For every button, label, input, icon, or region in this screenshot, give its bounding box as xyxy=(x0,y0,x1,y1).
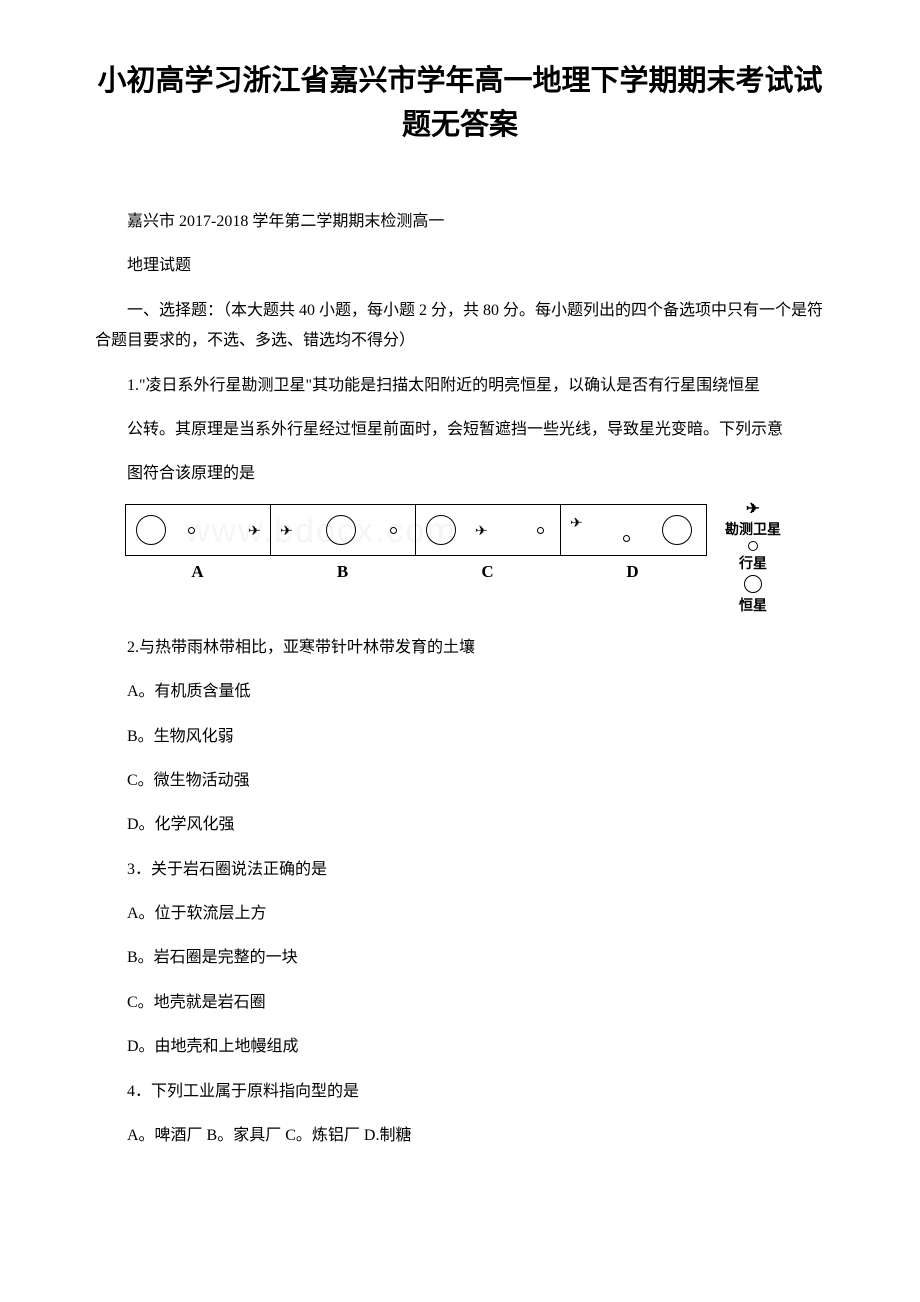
label-b: B xyxy=(270,562,415,582)
q3-option-a: A。位于软流层上方 xyxy=(95,899,825,929)
q3-option-b: B。岩石圈是完整的一块 xyxy=(95,943,825,973)
satellite-icon: ✈ xyxy=(746,500,760,517)
intro-line-2: 地理试题 xyxy=(95,251,825,281)
star-icon xyxy=(136,515,166,545)
panel-c: ✈ xyxy=(416,505,561,555)
planet-icon xyxy=(188,527,195,534)
label-a: A xyxy=(125,562,270,582)
diagram-legend: ✈ 勘测卫星 行星 恒星 xyxy=(725,500,781,615)
q4-stem: 4．下列工业属于原料指向型的是 xyxy=(95,1077,825,1107)
star-icon xyxy=(744,575,762,593)
q2-option-c: C。微生物活动强 xyxy=(95,766,825,796)
q2-option-a: A。有机质含量低 xyxy=(95,677,825,707)
q2-option-d: D。化学风化强 xyxy=(95,810,825,840)
planet-icon xyxy=(748,541,758,551)
q1-diagram: ✈ ✈ ✈ ✈ A B C D xyxy=(125,504,825,615)
panel-b: ✈ xyxy=(271,505,416,555)
q1-line-b: 公转。其原理是当系外行星经过恒星前面时，会短暂遮挡一些光线，导致星光变暗。下列示… xyxy=(95,415,825,445)
legend-satellite: 勘测卫星 xyxy=(725,519,781,539)
panel-a: ✈ xyxy=(126,505,271,555)
intro-line-1: 嘉兴市 2017-2018 学年第二学期期末检测高一 xyxy=(95,207,825,237)
section-1-header: 一、选择题：（本大题共 40 小题，每小题 2 分，共 80 分。每小题列出的四… xyxy=(95,296,825,357)
q4-options: A。啤酒厂 B。家具厂 C。炼铝厂 D.制糖 xyxy=(95,1121,825,1151)
satellite-icon: ✈ xyxy=(280,523,293,539)
q3-option-c: C。地壳就是岩石圈 xyxy=(95,988,825,1018)
q1-line-c: 图符合该原理的是 xyxy=(95,459,825,489)
label-d: D xyxy=(560,562,705,582)
q2-stem: 2.与热带雨林带相比，亚寒带针叶林带发育的土壤 xyxy=(95,633,825,663)
q3-option-d: D。由地壳和上地幔组成 xyxy=(95,1032,825,1062)
diagram-panels: ✈ ✈ ✈ ✈ xyxy=(125,504,707,556)
legend-planet: 行星 xyxy=(739,553,767,573)
q2-option-b: B。生物风化弱 xyxy=(95,722,825,752)
planet-icon xyxy=(623,535,630,542)
satellite-icon: ✈ xyxy=(248,523,261,539)
star-icon xyxy=(326,515,356,545)
panel-d: ✈ xyxy=(561,505,706,555)
star-icon xyxy=(662,515,692,545)
q1-line-a: 1."凌日系外行星勘测卫星"其功能是扫描太阳附近的明亮恒星，以确认是否有行星围绕… xyxy=(95,371,825,401)
satellite-icon: ✈ xyxy=(475,523,488,539)
star-icon xyxy=(426,515,456,545)
q3-stem: 3．关于岩石圈说法正确的是 xyxy=(95,855,825,885)
page-title: 小初高学习浙江省嘉兴市学年高一地理下学期期末考试试题无答案 xyxy=(95,60,825,147)
satellite-icon: ✈ xyxy=(570,515,583,531)
planet-icon xyxy=(390,527,397,534)
label-c: C xyxy=(415,562,560,582)
legend-star: 恒星 xyxy=(739,595,767,615)
planet-icon xyxy=(537,527,544,534)
